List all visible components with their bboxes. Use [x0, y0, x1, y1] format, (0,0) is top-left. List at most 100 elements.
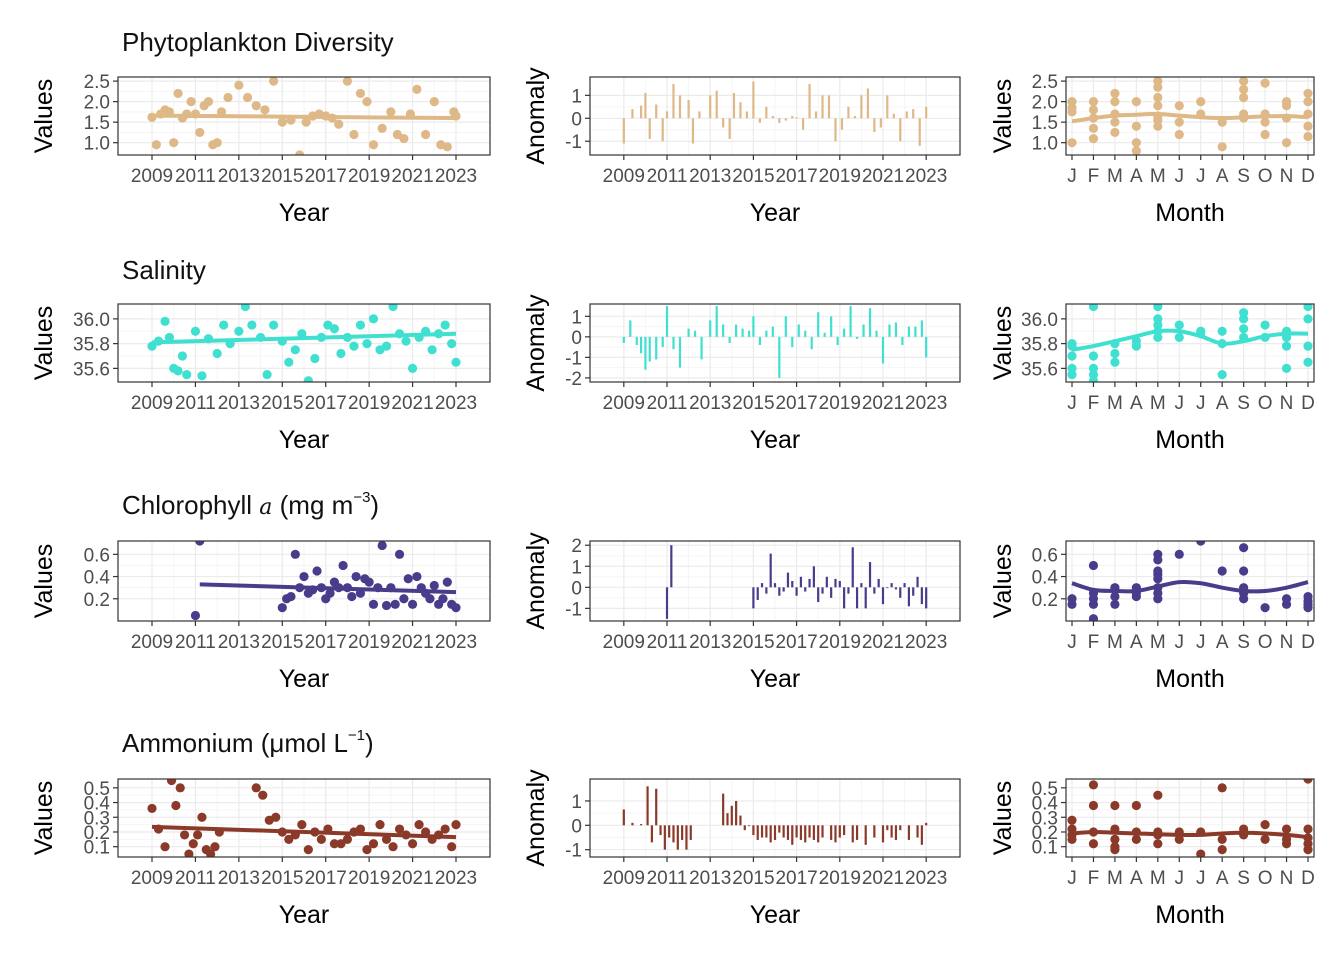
plot-marks [1067, 541, 1313, 621]
data-point [1110, 834, 1120, 844]
x-tick-label: 2013 [689, 166, 731, 187]
data-point [1260, 603, 1270, 613]
x-tick-label: A [1130, 868, 1143, 889]
data-point [160, 842, 170, 852]
anomaly-bar [661, 118, 664, 142]
x-tick-label: A [1216, 166, 1229, 187]
data-point [414, 820, 424, 830]
y-tick-label: 1.5 [84, 113, 110, 134]
anomaly-bar [735, 800, 738, 826]
x-tick-label: 2017 [775, 393, 817, 414]
x-tick-label: A [1130, 166, 1143, 187]
data-point [1153, 77, 1163, 86]
anomaly-bar [817, 587, 820, 603]
data-point [381, 600, 392, 611]
y-tick-label: 0.3 [1032, 808, 1058, 829]
anomaly-bar [693, 330, 697, 337]
x-tick-label: 2019 [819, 166, 861, 187]
anomaly-bar [756, 587, 759, 600]
anomaly-bar [769, 825, 772, 843]
data-point [377, 541, 387, 551]
data-point [1174, 332, 1184, 343]
anomaly-bar [739, 815, 742, 826]
anomaly-bar [752, 587, 755, 609]
anomaly-bar [685, 825, 688, 850]
data-point [1088, 123, 1099, 133]
x-tick-label: 2017 [305, 868, 347, 889]
anomaly-bar [899, 825, 902, 831]
x-tick-label: J [1067, 868, 1077, 889]
x-tick-label: 2013 [689, 868, 731, 889]
data-point [242, 92, 253, 103]
y-tick-label: 0.2 [1032, 590, 1058, 611]
panel-anomaly-row0: -101 2009 2011 2013 2015 2017 2019 2021 2023 Year… [522, 67, 961, 227]
data-point [173, 366, 183, 376]
anomaly-bar [890, 583, 893, 588]
x-tick-label: 2013 [689, 393, 731, 414]
data-point [1131, 138, 1141, 148]
data-point [1303, 591, 1313, 602]
x-tick-label: S [1237, 166, 1250, 187]
plot-marks [1067, 304, 1313, 382]
x-tick-label: 2015 [261, 393, 303, 414]
anomaly-bar [886, 95, 889, 119]
x-tick-label: 2009 [603, 868, 645, 889]
data-point [368, 599, 379, 609]
panel-border [1065, 540, 1315, 622]
data-point [349, 341, 359, 351]
anomaly-bar [855, 825, 859, 840]
y-tick-label: 36.0 [1021, 310, 1058, 331]
data-point [171, 800, 181, 811]
anomaly-bar [925, 336, 928, 358]
x-tick-label: 2023 [435, 393, 477, 414]
data-point [1174, 834, 1184, 844]
anomaly-bar [663, 825, 666, 850]
y-tick-label: 2.5 [1032, 72, 1058, 93]
x-axis-title: Year [279, 665, 330, 693]
data-point [284, 834, 294, 844]
title-text: Phytoplankton Diversity [122, 27, 394, 57]
x-tick-label: A [1216, 632, 1229, 653]
anomaly-bar [622, 809, 625, 826]
data-point [269, 320, 279, 330]
anomaly-bar [778, 336, 781, 378]
x-tick-label: 2015 [732, 632, 774, 653]
anomaly-bar [670, 545, 673, 588]
anomaly-bar [795, 117, 798, 119]
data-point [1110, 357, 1120, 367]
data-point [1239, 324, 1249, 334]
anomaly-bar [873, 118, 876, 133]
data-point [1217, 326, 1227, 336]
x-axis-title: Month [1155, 665, 1224, 693]
anomaly-bar [821, 825, 824, 838]
anomaly-bar [622, 118, 625, 144]
title-text: Chlorophyll [122, 490, 260, 520]
anomaly-bar [635, 336, 638, 346]
anomaly-bar [715, 306, 718, 337]
trend-line [151, 331, 457, 345]
anomaly-bar [648, 118, 651, 139]
y-tick-label: 35.8 [73, 335, 110, 356]
y-tick-label: 35.6 [1021, 359, 1058, 380]
data-point [388, 842, 398, 852]
plot-marks [622, 81, 928, 146]
x-axis-title: Year [750, 199, 801, 227]
anomaly-bar [765, 825, 768, 838]
anomaly-bar [661, 336, 664, 348]
data-point [442, 142, 452, 152]
x-tick-label: S [1237, 632, 1250, 653]
anomaly-bar [804, 825, 807, 843]
anomaly-bar [901, 336, 904, 346]
y-axis-title: Values [989, 79, 1017, 154]
anomaly-bar [892, 113, 895, 119]
title-italic: a [259, 495, 273, 520]
anomaly-bar [752, 316, 755, 337]
data-point [1281, 341, 1292, 351]
data-point [1153, 304, 1163, 312]
data-point [1303, 88, 1313, 99]
data-point [299, 571, 309, 582]
anomaly-bar [639, 824, 643, 826]
data-point [329, 839, 339, 849]
data-point [349, 129, 359, 140]
y-tick-label: -2 [565, 369, 582, 390]
